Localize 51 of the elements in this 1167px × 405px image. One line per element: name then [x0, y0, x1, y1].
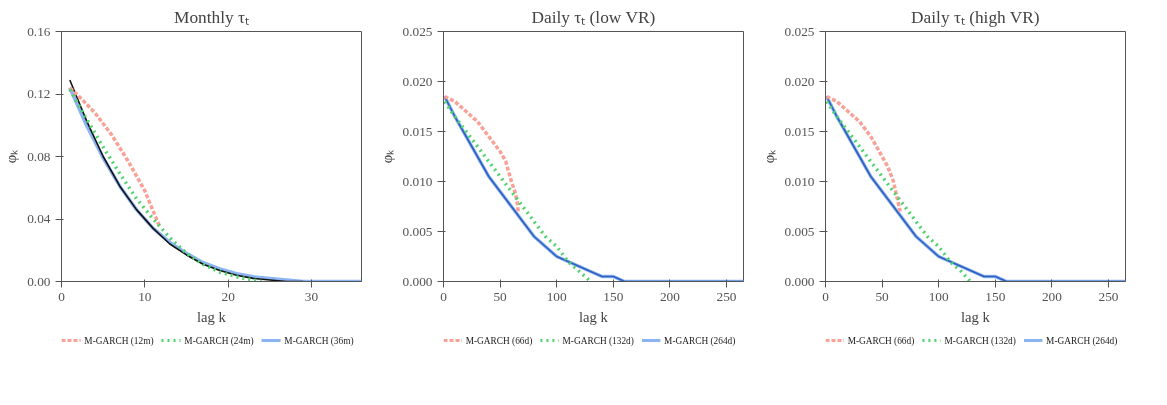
y-tick-label: 0.12 [27, 86, 51, 101]
chart-title: Daily τₜ (low VR) [531, 7, 656, 27]
legend-label: M-GARCH (36m) [284, 335, 354, 347]
x-tick-label: 10 [138, 288, 152, 304]
legend-label: M-GARCH (132d) [944, 335, 1016, 347]
x-axis-title: lag k [197, 308, 227, 325]
x-tick-label: 0 [58, 288, 66, 304]
chart-title: Monthly τₜ [174, 7, 250, 27]
legend-label: M-GARCH (264d) [664, 335, 736, 347]
x-tick-label: 100 [546, 288, 568, 304]
y-tick-label: 0.020 [784, 73, 815, 89]
x-axis-title: lag k [579, 308, 609, 325]
y-tick-label: 0.015 [402, 123, 433, 139]
x-tick-label: 0 [440, 288, 448, 304]
legend-label: M-GARCH (264d) [1046, 335, 1118, 347]
x-tick-label: 200 [1041, 288, 1063, 304]
legend-label: M-GARCH (24m) [184, 335, 254, 347]
y-tick-label: 0.08 [27, 148, 51, 164]
x-tick-label: 30 [304, 288, 319, 304]
y-tick-label: 0.015 [784, 123, 815, 139]
y-tick-label: 0.025 [402, 23, 433, 39]
x-tick-label: 20 [221, 288, 236, 304]
x-tick-label: 50 [493, 288, 508, 304]
x-tick-label: 150 [985, 288, 1006, 304]
y-axis-title: φₖ [760, 149, 777, 164]
legend-label: M-GARCH (66d) [465, 335, 533, 347]
y-tick-label: 0.020 [402, 73, 433, 89]
y-tick-label: 0.16 [27, 23, 51, 39]
x-axis-title: lag k [961, 308, 991, 325]
x-tick-label: 150 [603, 288, 624, 304]
y-axis-title: φₖ [378, 149, 395, 164]
y-tick-label: 0.00 [27, 273, 51, 289]
y-tick-label: 0.010 [402, 173, 433, 189]
chart-title: Daily τₜ (high VR) [911, 7, 1040, 27]
x-tick-label: 200 [659, 288, 681, 304]
x-tick-label: 0 [822, 288, 830, 304]
y-tick-label: 0.010 [784, 173, 815, 189]
y-tick-label: 0.005 [402, 223, 433, 239]
x-tick-label: 50 [875, 288, 890, 304]
y-tick-label: 0.000 [784, 273, 815, 289]
legend-label: M-GARCH (66d) [847, 335, 915, 347]
x-tick-label: 250 [716, 288, 737, 304]
legend-label: M-GARCH (12m) [84, 335, 154, 347]
legend-label: M-GARCH (132d) [562, 335, 634, 347]
y-tick-label: 0.04 [27, 211, 51, 226]
x-tick-label: 100 [928, 288, 950, 304]
y-tick-label: 0.025 [784, 23, 815, 39]
y-tick-label: 0.000 [402, 273, 433, 289]
y-axis-title: φₖ [3, 149, 20, 164]
y-tick-label: 0.005 [784, 223, 815, 239]
x-tick-label: 250 [1098, 288, 1119, 304]
